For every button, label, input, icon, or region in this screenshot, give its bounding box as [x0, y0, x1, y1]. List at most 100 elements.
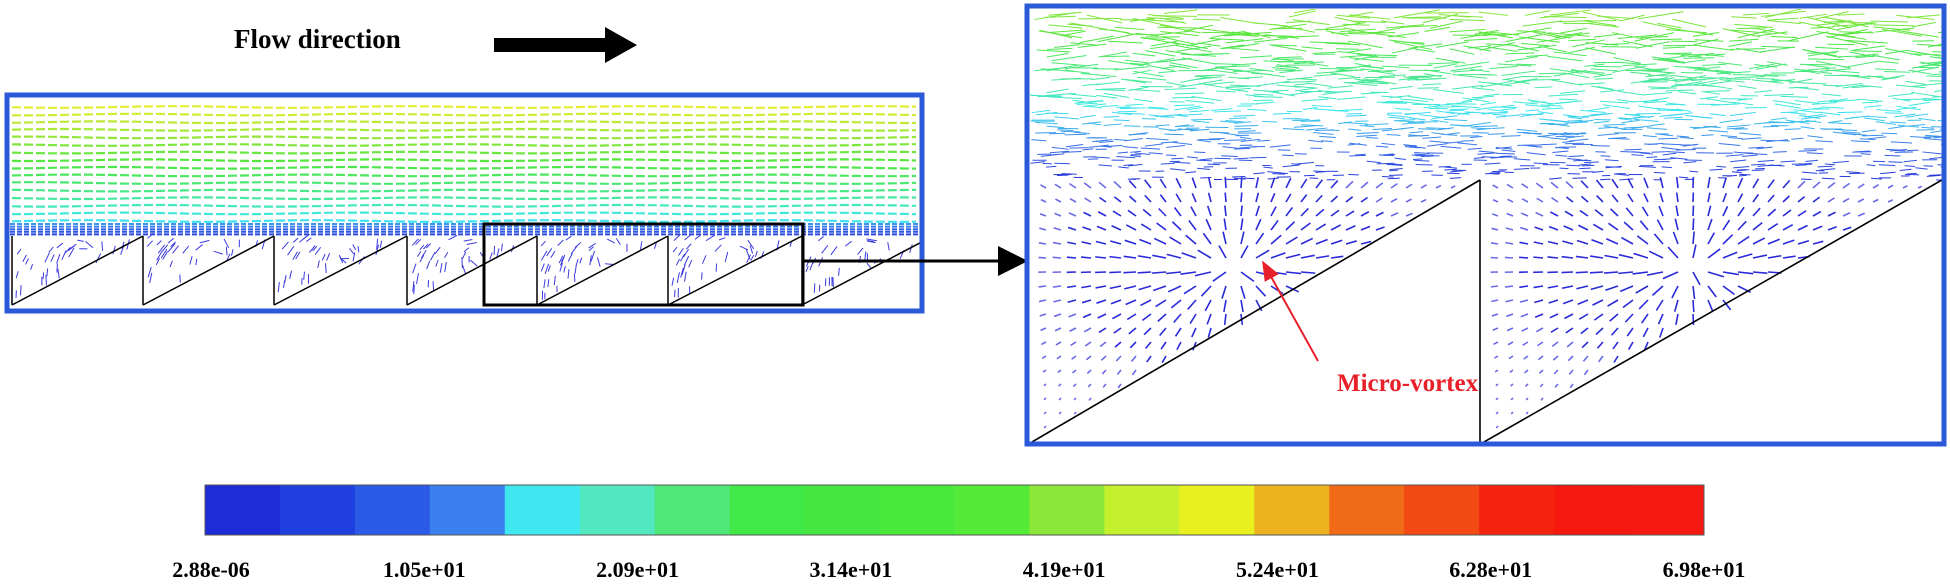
velocity-vector: [1114, 341, 1122, 348]
velocity-vector: [1491, 170, 1505, 173]
velocity-vector: [543, 279, 546, 289]
velocity-vector: [1043, 383, 1047, 387]
velocity-vector: [1605, 285, 1619, 291]
velocity-vector: [1931, 51, 1942, 53]
velocity-vector: [1457, 142, 1478, 146]
velocity-vector: [1334, 108, 1363, 112]
velocity-vector: [553, 275, 556, 286]
velocity-vector: [1651, 285, 1664, 296]
velocity-vector: [1495, 147, 1513, 150]
velocity-vector: [1548, 225, 1559, 231]
velocity-vector: [1263, 166, 1273, 169]
velocity-vector: [1339, 54, 1367, 58]
velocity-vector: [1191, 192, 1197, 203]
velocity-vector: [1541, 107, 1564, 110]
velocity-vector: [1223, 299, 1227, 313]
velocity-vector: [1610, 327, 1619, 336]
velocity-vector: [1473, 125, 1498, 128]
velocity-vector: [1680, 54, 1702, 58]
velocity-vector: [1245, 94, 1264, 98]
velocity-vector: [1739, 174, 1747, 177]
velocity-vector: [1159, 194, 1167, 203]
velocity-vector: [1521, 327, 1529, 332]
velocity-vector: [1375, 197, 1383, 203]
velocity-vector: [1171, 157, 1184, 160]
velocity-vector: [1133, 98, 1153, 103]
streamline: [11, 150, 917, 155]
velocity-vector: [1590, 68, 1619, 72]
velocity-vector: [1231, 63, 1257, 66]
velocity-vector: [1521, 183, 1529, 189]
velocity-vector: [1569, 383, 1574, 389]
velocity-vector: [1207, 163, 1221, 166]
velocity-vector: [565, 235, 572, 241]
velocity-vector: [1233, 157, 1249, 160]
velocity-vector: [1068, 212, 1077, 217]
velocity-vector: [1301, 98, 1329, 102]
velocity-vector: [1704, 90, 1731, 92]
velocity-vector: [1520, 212, 1529, 217]
velocity-vector: [1903, 159, 1917, 163]
velocity-vector: [1729, 38, 1759, 42]
velocity-vector: [1646, 156, 1658, 159]
velocity-vector: [1533, 256, 1544, 259]
velocity-vector: [1054, 212, 1062, 217]
velocity-vector: [64, 247, 71, 254]
velocity-vector: [1409, 43, 1443, 49]
velocity-vector: [1895, 84, 1926, 89]
velocity-vector: [1430, 119, 1449, 123]
velocity-vector: [1313, 108, 1336, 111]
velocity-vector: [1814, 11, 1849, 20]
velocity-vector: [1599, 89, 1625, 93]
velocity-vector: [1710, 103, 1740, 106]
velocity-vector: [1812, 225, 1823, 231]
velocity-vector: [1201, 31, 1231, 34]
velocity-vector: [352, 244, 357, 251]
velocity-vector: [1548, 32, 1590, 37]
velocity-vector: [1433, 88, 1464, 94]
velocity-vector: [1862, 134, 1884, 137]
velocity-vector: [326, 252, 331, 261]
velocity-vector: [1076, 100, 1104, 104]
velocity-vector: [1645, 77, 1675, 83]
velocity-vector: [1422, 83, 1442, 86]
velocity-vector: [1580, 195, 1589, 203]
velocity-vector: [1528, 30, 1559, 38]
velocity-vector: [1270, 177, 1276, 189]
velocity-vector: [1598, 355, 1604, 363]
velocity-vector: [1495, 425, 1499, 429]
velocity-vector: [1934, 89, 1942, 93]
velocity-vector: [1180, 76, 1208, 83]
velocity-vector: [1144, 143, 1163, 147]
velocity-vector: [1643, 177, 1649, 189]
velocity-vector: [1464, 37, 1498, 41]
velocity-vector: [1378, 154, 1394, 157]
annotation-label: Micro-vortex: [1337, 370, 1479, 397]
velocity-vector: [1330, 180, 1339, 189]
velocity-vector: [1674, 83, 1700, 86]
velocity-vector: [1522, 341, 1529, 346]
velocity-vector: [1859, 138, 1876, 141]
velocity-vector: [1553, 369, 1559, 375]
velocity-vector: [463, 247, 470, 253]
velocity-vector: [1234, 147, 1251, 150]
velocity-vector: [1661, 143, 1683, 146]
velocity-vector: [1551, 341, 1559, 347]
velocity-vector: [1446, 111, 1470, 115]
velocity-vector: [1746, 74, 1779, 77]
velocity-vector: [1575, 271, 1589, 274]
velocity-vector: [1117, 383, 1122, 389]
velocity-vector: [1435, 41, 1469, 48]
velocity-vector: [1764, 93, 1794, 96]
velocity-vector: [1253, 89, 1280, 93]
colorbar-segment: [279, 485, 356, 535]
velocity-vector: [1325, 42, 1361, 46]
velocity-vector: [1240, 192, 1243, 203]
velocity-vector: [1342, 23, 1370, 26]
velocity-vector: [1132, 69, 1152, 75]
velocity-vector: [1699, 45, 1734, 51]
velocity-vector: [1187, 299, 1197, 310]
velocity-vector: [1191, 96, 1222, 102]
velocity-vector: [312, 246, 318, 252]
velocity-vector: [1031, 139, 1047, 142]
